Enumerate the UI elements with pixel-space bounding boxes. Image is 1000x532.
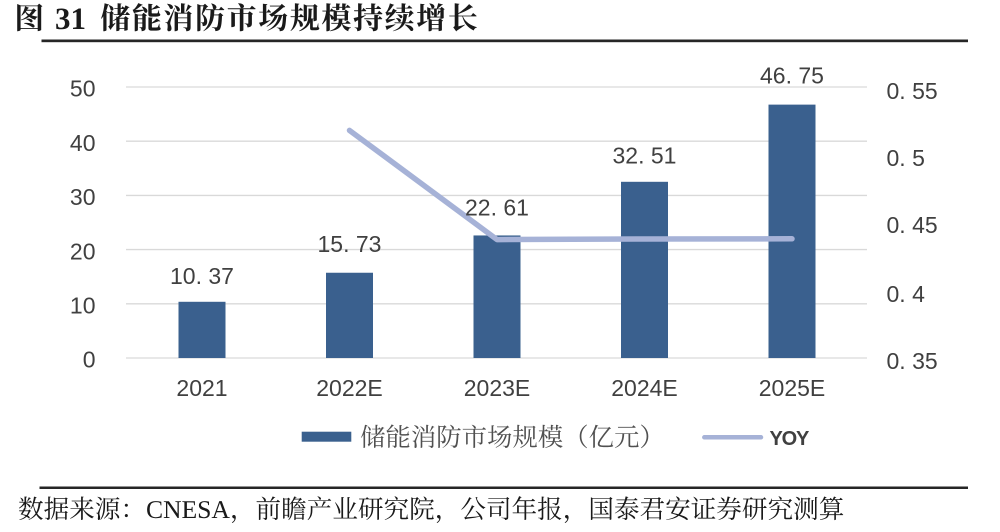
svg-text:50: 50 — [70, 76, 96, 102]
svg-text:22. 61: 22. 61 — [465, 195, 529, 221]
svg-text:15. 73: 15. 73 — [318, 231, 382, 257]
svg-text:20: 20 — [70, 238, 96, 264]
svg-text:40: 40 — [70, 130, 96, 156]
svg-text:0. 4: 0. 4 — [887, 281, 926, 307]
svg-text:YOY: YOY — [770, 428, 810, 450]
svg-text:46. 75: 46. 75 — [760, 63, 824, 89]
svg-text:2022E: 2022E — [316, 375, 383, 401]
svg-text:0. 55: 0. 55 — [887, 78, 938, 104]
svg-text:10: 10 — [70, 293, 96, 319]
svg-text:0. 45: 0. 45 — [887, 212, 938, 238]
svg-text:32. 51: 32. 51 — [613, 143, 677, 169]
svg-text:30: 30 — [70, 184, 96, 210]
svg-text:2021: 2021 — [176, 375, 227, 401]
svg-text:0: 0 — [83, 347, 96, 373]
svg-text:2024E: 2024E — [611, 375, 678, 401]
svg-text:2023E: 2023E — [464, 375, 531, 401]
svg-text:2025E: 2025E — [759, 375, 826, 401]
svg-text:0. 35: 0. 35 — [887, 348, 938, 374]
svg-text:10. 37: 10. 37 — [170, 263, 234, 289]
svg-text:0. 5: 0. 5 — [887, 145, 925, 171]
